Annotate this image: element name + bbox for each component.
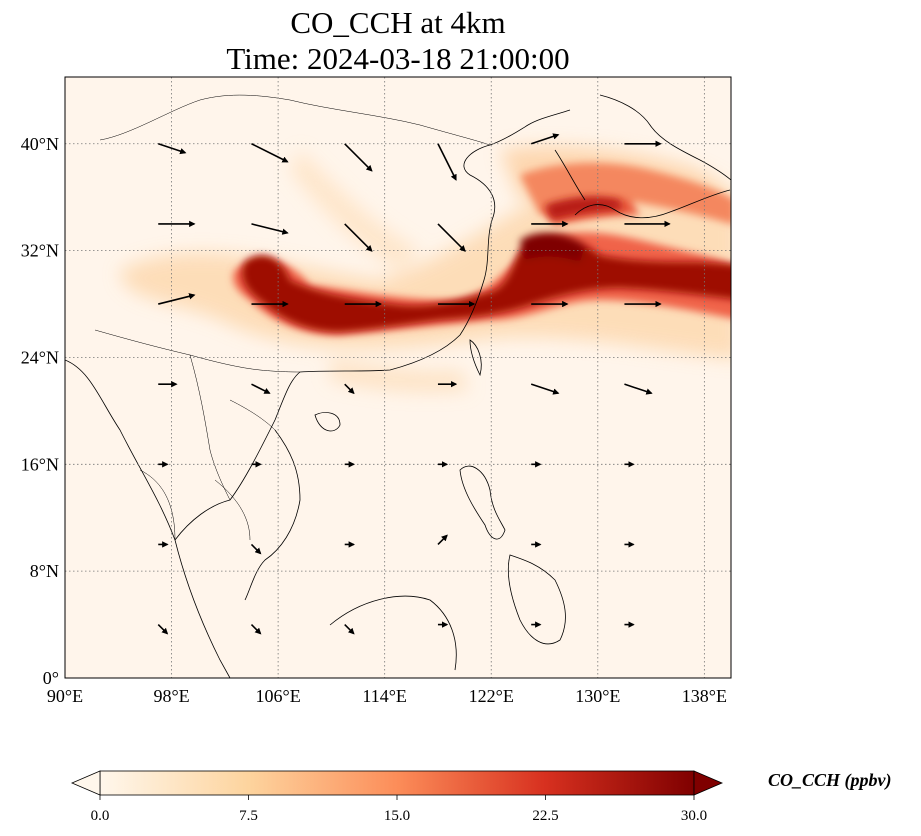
coastlines xyxy=(65,94,731,678)
colorbar-gradient xyxy=(99,770,695,796)
wind-arrow xyxy=(158,293,196,305)
wind-arrow xyxy=(437,534,448,546)
lon-tick-label: 98°E xyxy=(153,686,189,706)
lon-tick-label: 90°E xyxy=(47,686,83,706)
map-frame xyxy=(64,76,732,679)
wind-arrow xyxy=(250,543,262,555)
wind-arrow xyxy=(251,143,289,163)
colorbar-tick-label: 7.5 xyxy=(239,808,258,824)
wind-arrow xyxy=(157,624,169,635)
lat-tick-label: 0° xyxy=(43,668,59,688)
colorbar-tick-label: 15.0 xyxy=(384,808,410,824)
wind-arrow xyxy=(437,223,466,252)
map-title-line-2: Time: 2024-03-18 21:00:00 xyxy=(226,41,570,76)
lon-tick-label: 114°E xyxy=(362,686,407,706)
lon-tick-label: 106°E xyxy=(256,686,301,706)
latitude-tick-labels: 0° 8°N 16°N 24°N 32°N 40°N xyxy=(21,134,59,688)
wind-arrow xyxy=(624,383,653,395)
colorbar-extend-min xyxy=(70,770,101,796)
country-borders xyxy=(94,94,491,541)
wind-vectors xyxy=(157,133,671,635)
wind-arrow xyxy=(251,223,289,235)
lat-tick-label: 8°N xyxy=(30,561,59,581)
wind-arrow xyxy=(530,133,560,145)
lon-tick-label: 122°E xyxy=(469,686,514,706)
colorbar: 0.0 7.5 15.0 22.5 30.0 xyxy=(70,770,724,824)
lon-tick-label: 138°E xyxy=(682,686,727,706)
wind-arrow xyxy=(530,383,560,395)
lat-tick-label: 40°N xyxy=(21,134,59,154)
map-title-line-1: CO_CCH at 4km xyxy=(290,5,506,40)
colorbar-tick-label: 30.0 xyxy=(681,808,707,824)
lon-tick-label: 130°E xyxy=(575,686,620,706)
lat-tick-label: 32°N xyxy=(21,241,59,261)
colorbar-tick-label: 22.5 xyxy=(532,808,558,824)
wind-arrow xyxy=(344,223,373,252)
map-gridlines xyxy=(65,77,731,678)
wind-arrow xyxy=(344,624,355,635)
wind-arrow xyxy=(251,383,271,394)
wind-arrow xyxy=(344,383,355,395)
lat-tick-label: 24°N xyxy=(21,347,59,367)
colorbar-title: CO_CCH (ppbv) xyxy=(768,770,892,790)
colorbar-tick-label: 0.0 xyxy=(91,808,110,824)
wind-arrow xyxy=(344,143,373,172)
longitude-tick-labels: 90°E 98°E 106°E 114°E 122°E 130°E 138°E xyxy=(47,686,727,706)
colorbar-ticks: 0.0 7.5 15.0 22.5 30.0 xyxy=(91,795,707,824)
wind-arrow xyxy=(437,143,457,181)
wind-arrow xyxy=(157,143,187,155)
wind-arrow xyxy=(250,624,262,635)
colorbar-extend-max xyxy=(693,770,724,796)
lat-tick-label: 16°N xyxy=(21,454,59,474)
